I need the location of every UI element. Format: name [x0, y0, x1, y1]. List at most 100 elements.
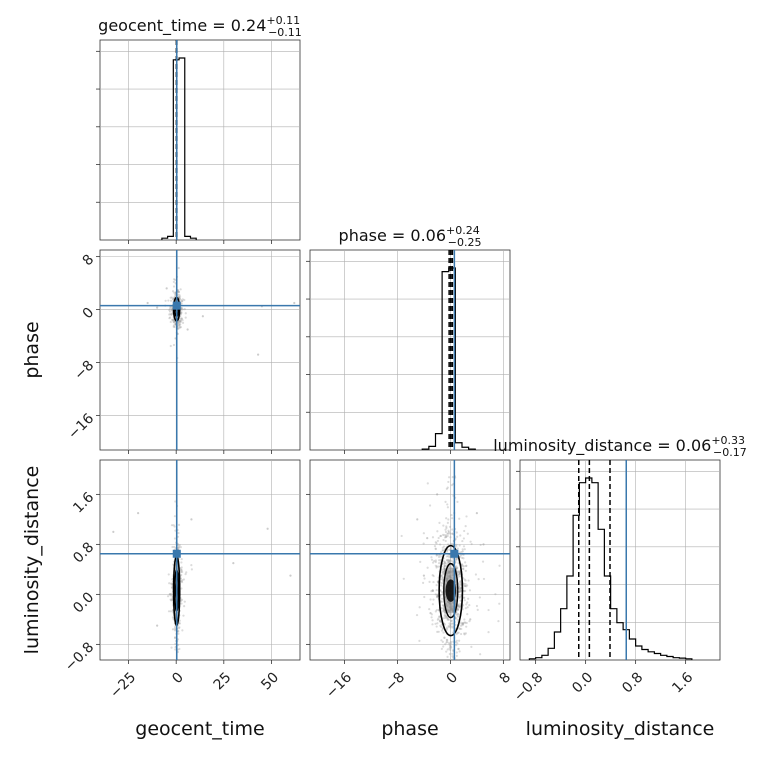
sample-point	[181, 629, 184, 632]
sample-point	[450, 619, 453, 623]
sample-point	[456, 668, 458, 670]
sample-point	[458, 650, 461, 653]
sample-point	[455, 557, 458, 560]
scatter-frame	[99, 459, 301, 661]
sample-point	[441, 533, 445, 537]
sample-point	[451, 622, 454, 625]
sample-point	[451, 517, 454, 520]
sample-point	[177, 321, 180, 324]
sample-point	[178, 621, 181, 625]
sample-point	[446, 618, 449, 621]
y-tick-label: −16	[65, 410, 97, 442]
sample-point	[442, 631, 445, 634]
sample-point	[174, 648, 177, 651]
sample-point	[463, 722, 465, 724]
sample-point	[173, 515, 177, 518]
sample-point	[448, 559, 451, 563]
sample-point	[419, 560, 422, 564]
sample-point	[446, 655, 449, 658]
sample-point	[451, 625, 454, 628]
sample-point	[462, 582, 466, 586]
sample-point	[440, 578, 443, 581]
sample-point	[457, 570, 460, 573]
sample-point	[466, 606, 469, 609]
sample-point	[181, 598, 184, 601]
sample-point	[461, 548, 464, 551]
sample-point	[457, 590, 461, 594]
sample-point	[457, 647, 460, 650]
sample-point	[177, 531, 180, 535]
sample-point	[446, 617, 449, 621]
sample-point	[455, 531, 458, 534]
sample-point	[435, 625, 438, 628]
sample-point	[169, 320, 172, 324]
sample-point	[170, 313, 173, 316]
sample-point	[169, 598, 172, 601]
sample-point	[464, 582, 467, 586]
y-axis-label-phase: phase	[21, 321, 43, 378]
sample-point	[431, 573, 434, 577]
sample-point	[456, 614, 459, 617]
x-tick-label: 25	[211, 669, 235, 693]
sample-point	[474, 573, 477, 576]
sample-point	[172, 320, 175, 324]
sample-point	[435, 593, 439, 596]
sample-point	[418, 606, 421, 609]
sample-point	[428, 608, 431, 611]
sample-point	[464, 579, 467, 582]
sample-point	[437, 565, 440, 568]
sample-point	[455, 545, 458, 548]
x-tick-label: 50	[258, 669, 282, 693]
sample-point	[181, 321, 185, 324]
sample-point	[461, 624, 464, 627]
outlier-point	[289, 574, 292, 577]
outlier-point	[156, 624, 159, 627]
sample-point	[446, 561, 450, 564]
sample-point	[442, 573, 445, 576]
sample-point	[440, 629, 444, 632]
x-tick-label: −0.8	[511, 669, 546, 704]
sample-point	[438, 615, 441, 618]
hist-bars	[161, 57, 197, 240]
sample-point	[446, 532, 449, 535]
sample-point	[446, 648, 449, 651]
panel-title-phase: phase = 0.06+0.24 −0.25	[339, 224, 482, 249]
sample-point	[447, 518, 450, 521]
sample-point	[179, 320, 182, 324]
sample-point	[170, 309, 173, 312]
sample-point	[456, 608, 460, 611]
sample-point	[190, 564, 193, 567]
sample-point	[181, 319, 184, 322]
sample-point	[446, 543, 450, 546]
sample-point	[443, 561, 446, 564]
title-plus: +0.11	[266, 14, 300, 27]
sample-point	[456, 535, 459, 538]
sample-point	[181, 579, 184, 582]
sample-point	[172, 319, 175, 322]
sample-point	[170, 308, 174, 311]
outlier-point	[266, 527, 269, 530]
sample-point	[451, 655, 454, 658]
sample-point	[461, 622, 465, 625]
sample-point	[442, 610, 445, 613]
sample-point	[446, 559, 449, 562]
sample-point	[444, 530, 448, 534]
sample-point	[468, 620, 471, 623]
sample-point	[448, 643, 451, 646]
sample-point	[448, 548, 451, 552]
x-tick-label: −16	[323, 669, 355, 701]
scatter-panel-geocent_time-phase	[96, 249, 301, 454]
sample-point	[441, 574, 444, 577]
sample-point	[174, 642, 177, 645]
sample-point	[449, 752, 451, 754]
sample-point	[169, 296, 172, 299]
sample-point	[445, 534, 448, 537]
sample-point	[446, 534, 449, 538]
sample-point	[466, 601, 469, 604]
sample-point	[462, 621, 465, 625]
sample-point	[173, 661, 175, 663]
sample-point	[447, 558, 450, 561]
sample-point	[447, 555, 450, 558]
sample-point	[441, 627, 444, 631]
sample-point	[451, 724, 453, 726]
